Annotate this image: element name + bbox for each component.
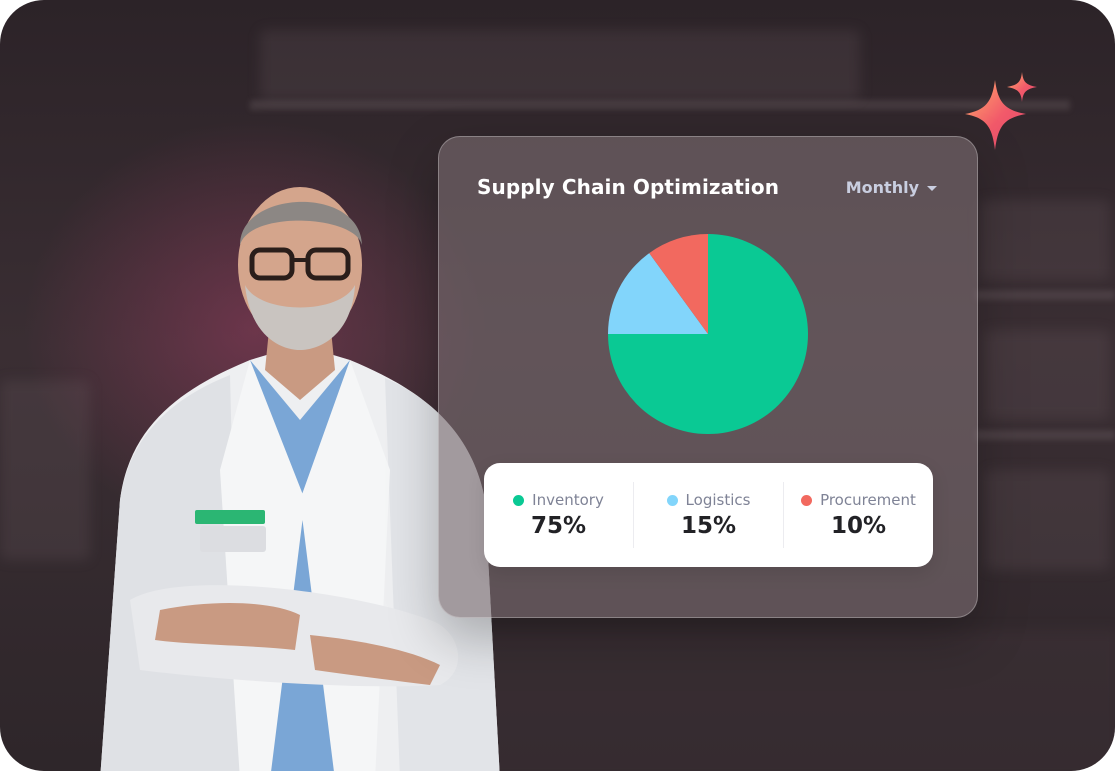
background-shelf: [985, 330, 1110, 420]
supply-chain-card: Supply Chain Optimization Monthly Invent…: [438, 136, 978, 618]
legend-value: 15%: [680, 513, 737, 539]
legend-category: Procurement: [820, 491, 916, 509]
pie-chart: [608, 234, 808, 434]
pie-slice-logistics: [608, 253, 708, 334]
period-label: Monthly: [845, 178, 919, 197]
legend-dot-icon: [801, 494, 813, 506]
legend-dot-icon: [666, 494, 678, 506]
legend-panel: Inventory 75% Logistics 15% Procurement 10%: [484, 463, 933, 567]
legend-item-procurement: Procurement 10%: [784, 482, 933, 548]
sparkle-icon: [965, 72, 1037, 150]
pharmacist-image: [100, 187, 500, 771]
legend-dot-icon: [513, 494, 525, 506]
chevron-down-icon: [927, 186, 937, 191]
legend-value: 75%: [530, 513, 587, 539]
background-shelf: [260, 30, 860, 100]
card-title: Supply Chain Optimization: [477, 175, 780, 199]
pie-slice-procurement: [649, 234, 708, 334]
legend-label: Inventory: [513, 491, 604, 509]
legend-item-inventory: Inventory 75%: [484, 482, 634, 548]
legend-label: Procurement: [801, 491, 916, 509]
background-shelf-line: [975, 290, 1115, 300]
legend-value: 10%: [830, 513, 887, 539]
legend-category: Logistics: [685, 491, 751, 509]
period-dropdown[interactable]: Monthly: [846, 178, 937, 197]
background-shelf: [0, 380, 90, 560]
legend-category: Inventory: [532, 491, 604, 509]
legend-label: Logistics: [666, 491, 751, 509]
background-shelf: [985, 470, 1110, 570]
background-shelf: [980, 200, 1110, 280]
background-shelf-line: [975, 430, 1115, 440]
background-counter: [480, 630, 1115, 771]
legend-item-logistics: Logistics 15%: [634, 482, 784, 548]
background-shelf-line: [250, 100, 1070, 110]
